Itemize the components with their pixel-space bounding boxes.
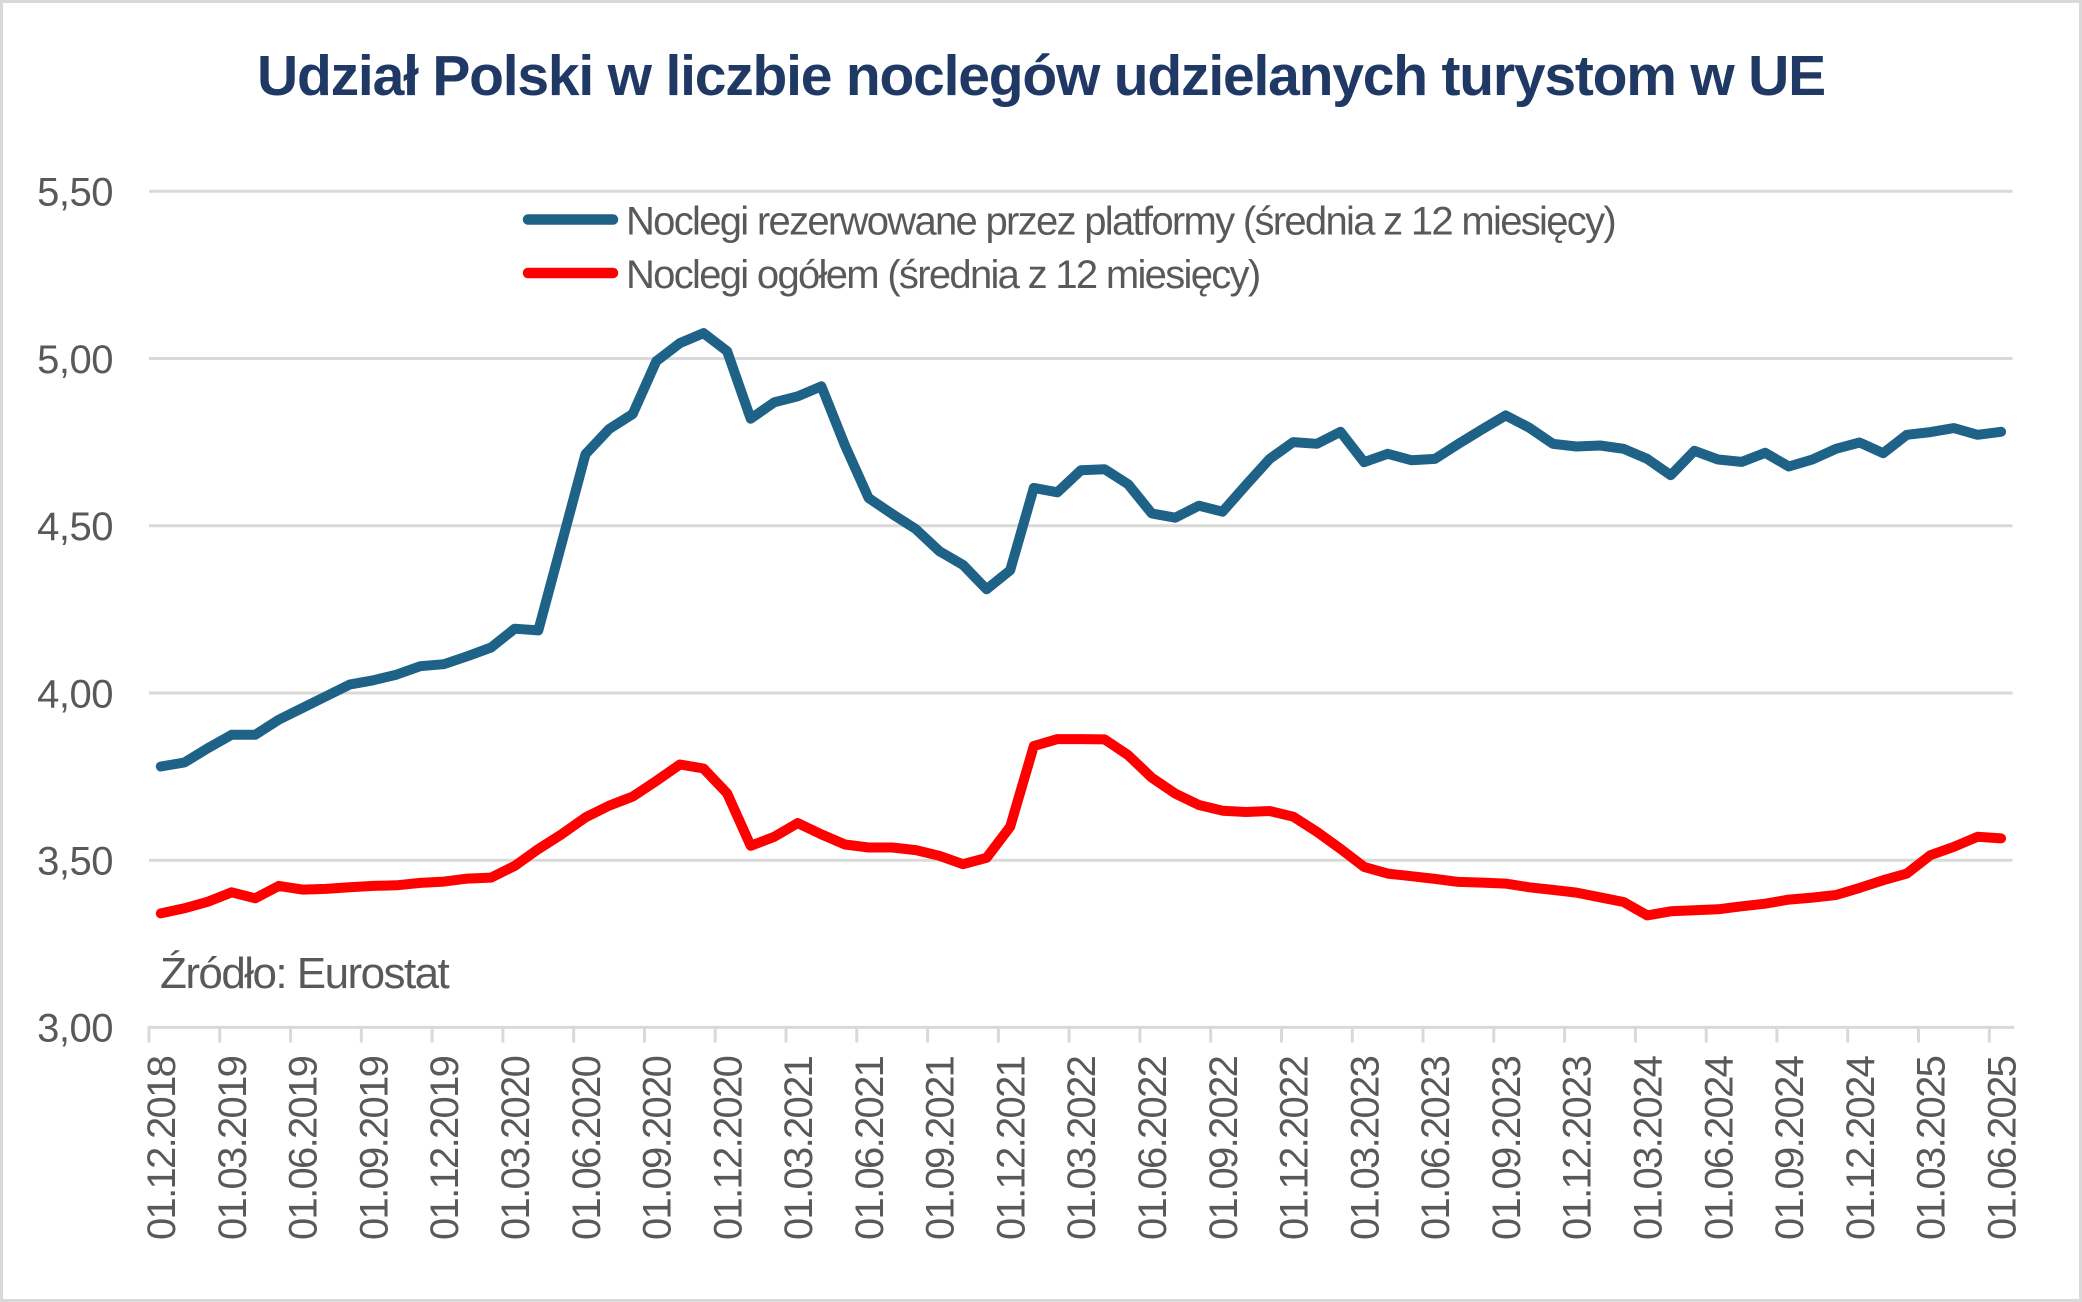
svg-text:01.12.2023: 01.12.2023	[1556, 1056, 1600, 1240]
svg-text:01.03.2024: 01.03.2024	[1627, 1055, 1671, 1240]
svg-text:01.12.2024: 01.12.2024	[1839, 1055, 1883, 1240]
svg-text:01.06.2022: 01.06.2022	[1131, 1056, 1175, 1240]
svg-text:01.03.2025: 01.03.2025	[1910, 1056, 1954, 1240]
svg-text:01.12.2021: 01.12.2021	[990, 1056, 1034, 1240]
svg-text:01.09.2019: 01.09.2019	[352, 1056, 396, 1240]
svg-text:Udział Polski w liczbie nocleg: Udział Polski w liczbie noclegów udziela…	[257, 44, 1825, 108]
svg-text:01.03.2019: 01.03.2019	[211, 1056, 255, 1240]
svg-text:01.03.2020: 01.03.2020	[494, 1056, 538, 1240]
svg-text:4,00: 4,00	[37, 672, 113, 716]
svg-text:4,50: 4,50	[37, 505, 113, 549]
svg-text:5,50: 5,50	[37, 171, 113, 215]
svg-text:Noclegi rezerwowane przez plat: Noclegi rezerwowane przez platformy (śre…	[626, 199, 1615, 243]
svg-text:01.09.2022: 01.09.2022	[1202, 1056, 1246, 1240]
svg-text:01.09.2023: 01.09.2023	[1485, 1056, 1529, 1240]
svg-text:01.12.2018: 01.12.2018	[140, 1056, 184, 1240]
svg-text:01.12.2019: 01.12.2019	[423, 1056, 467, 1240]
svg-text:01.09.2024: 01.09.2024	[1768, 1055, 1812, 1240]
svg-text:5,00: 5,00	[37, 338, 113, 382]
svg-text:01.03.2021: 01.03.2021	[777, 1056, 821, 1240]
svg-text:01.06.2021: 01.06.2021	[848, 1056, 892, 1240]
svg-text:01.06.2024: 01.06.2024	[1697, 1055, 1741, 1240]
svg-text:01.12.2022: 01.12.2022	[1273, 1056, 1317, 1240]
svg-text:01.06.2023: 01.06.2023	[1414, 1056, 1458, 1240]
svg-text:3,00: 3,00	[37, 1007, 113, 1051]
svg-text:3,50: 3,50	[37, 840, 113, 884]
svg-text:01.06.2019: 01.06.2019	[282, 1056, 326, 1240]
svg-text:01.03.2023: 01.03.2023	[1343, 1056, 1387, 1240]
svg-text:01.09.2020: 01.09.2020	[636, 1056, 680, 1240]
svg-text:01.06.2025: 01.06.2025	[1980, 1056, 2024, 1240]
svg-text:01.06.2020: 01.06.2020	[565, 1056, 609, 1240]
svg-text:Noclegi ogółem (średnia z 12 m: Noclegi ogółem (średnia z 12 miesięcy)	[626, 253, 1259, 297]
svg-text:01.03.2022: 01.03.2022	[1060, 1056, 1104, 1240]
svg-text:Źródło: Eurostat: Źródło: Eurostat	[160, 949, 450, 998]
svg-text:01.09.2021: 01.09.2021	[919, 1056, 963, 1240]
svg-text:01.12.2020: 01.12.2020	[706, 1056, 750, 1240]
